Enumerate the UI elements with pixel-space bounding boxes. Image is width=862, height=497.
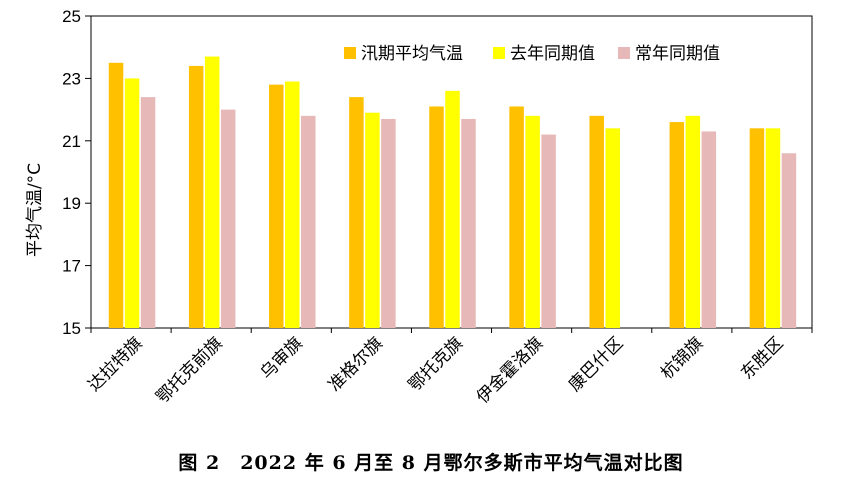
bar-3-2 — [220, 109, 236, 328]
x-tick-label: 达拉特旗 — [84, 333, 146, 395]
legend-swatch-1 — [344, 47, 356, 59]
bar-2-2 — [204, 56, 220, 329]
bar-2-3 — [285, 81, 300, 329]
bar-3-9 — [781, 153, 797, 328]
x-tick-label: 东胜区 — [737, 333, 787, 383]
bar-1-4 — [349, 97, 364, 329]
x-tick-label: 鄂托克前旗 — [152, 333, 226, 407]
y-tick-label: 19 — [62, 194, 81, 213]
legend-label-1: 汛期平均气温 — [361, 44, 463, 64]
legend-label-2: 去年同期值 — [510, 44, 595, 64]
bar-3-6 — [541, 134, 556, 328]
bar-1-5 — [429, 106, 444, 328]
x-tick-label: 康巴什区 — [565, 333, 627, 395]
legend: 汛期平均气温 去年同期值 常年同期值 — [344, 44, 720, 64]
bar-1-7 — [589, 115, 604, 328]
x-tick-label: 乌审旗 — [257, 333, 307, 383]
bar-2-1 — [124, 78, 140, 329]
bar-3-1 — [140, 97, 156, 329]
bar-2-8 — [685, 115, 701, 328]
y-tick-label: 25 — [62, 7, 81, 26]
bar-2-5 — [445, 90, 460, 328]
bar-1-6 — [509, 106, 524, 328]
bars — [108, 56, 797, 329]
bar-1-3 — [269, 84, 284, 328]
legend-label-3: 常年同期值 — [635, 44, 720, 64]
x-axis: 达拉特旗 鄂托克前旗 乌审旗 准格尔旗 鄂托克旗 伊金霍洛旗 康巴什区 杭锦旗 东胜区 — [84, 328, 813, 408]
y-axis: 15 17 19 21 23 25 — [62, 7, 91, 338]
bar-3-3 — [301, 115, 316, 328]
legend-swatch-3 — [618, 47, 630, 59]
bar-1-1 — [108, 62, 124, 329]
y-tick-label: 23 — [62, 69, 81, 88]
bar-3-5 — [461, 118, 476, 329]
x-tick-label: 鄂托克旗 — [405, 333, 467, 395]
bar-1-2 — [188, 65, 204, 329]
legend-swatch-2 — [493, 47, 505, 59]
bar-2-4 — [365, 112, 380, 328]
bar-chart: 15 17 19 21 23 25 达拉特旗 鄂托克前旗 乌审旗 准格尔旗 鄂托克旗 伊金霍洛旗 康巴… — [25, 7, 813, 408]
x-tick-label: 伊金霍洛旗 — [473, 333, 547, 407]
x-tick-label: 准格尔旗 — [325, 333, 387, 395]
y-tick-label: 17 — [62, 257, 81, 276]
bar-2-9 — [765, 128, 781, 328]
y-tick-label: 21 — [62, 132, 81, 151]
bar-3-8 — [701, 131, 717, 328]
bar-1-9 — [749, 128, 765, 328]
y-axis-label: 平均气温/°C — [25, 163, 45, 257]
figure-caption: 图 2 2022 年 6 月至 8 月鄂尔多斯市平均气温对比图 — [178, 452, 684, 474]
y-tick-label: 15 — [62, 319, 81, 338]
bar-2-7 — [605, 128, 620, 328]
bar-3-4 — [381, 118, 396, 329]
x-tick-label: 杭锦旗 — [657, 333, 707, 383]
bar-1-8 — [669, 122, 685, 328]
bar-2-6 — [525, 115, 540, 328]
